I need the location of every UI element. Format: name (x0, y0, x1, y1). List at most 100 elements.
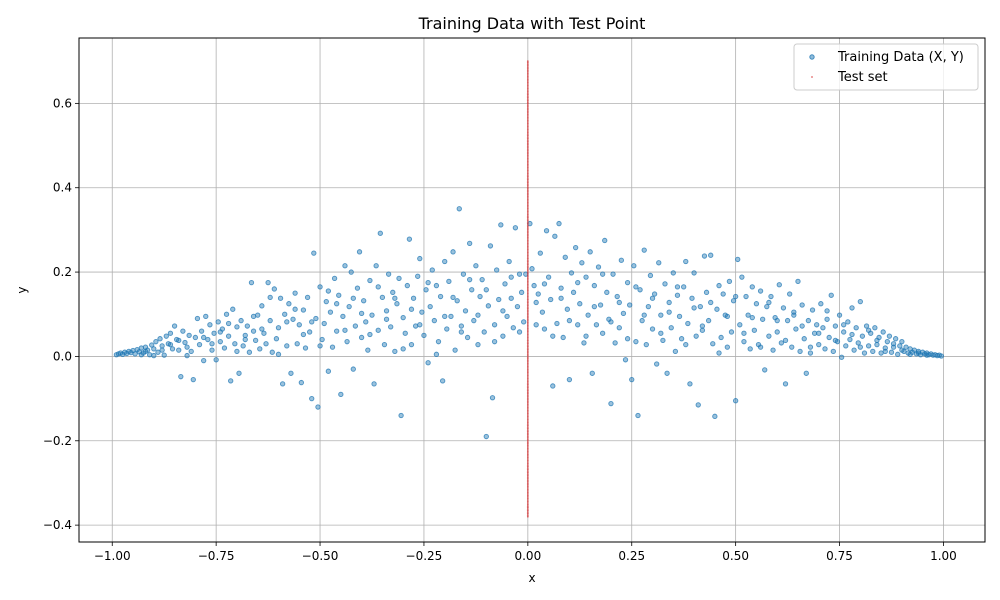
training-point (238, 317, 244, 324)
legend-box (793, 43, 979, 91)
training-point (442, 258, 448, 265)
test-point (526, 269, 529, 272)
test-point (526, 77, 529, 79)
test-point (526, 277, 529, 280)
test-point (526, 326, 529, 328)
training-point (732, 398, 739, 404)
training-point (367, 277, 373, 284)
test-point (526, 196, 529, 199)
y-tick-label: 0.0 (53, 349, 72, 363)
training-point (660, 337, 666, 344)
training-point (683, 341, 689, 348)
training-point (176, 337, 182, 344)
training-point (340, 313, 346, 320)
training-point (325, 368, 332, 374)
training-point (884, 339, 890, 345)
training-point (448, 313, 454, 320)
training-point (225, 333, 232, 339)
training-point (857, 344, 863, 350)
training-point (616, 325, 622, 331)
training-point (315, 404, 321, 410)
training-point (408, 306, 415, 312)
test-point (526, 171, 529, 173)
training-point (685, 320, 691, 327)
training-point (209, 341, 215, 347)
training-point (924, 352, 930, 358)
test-point (526, 110, 529, 113)
training-point (300, 331, 307, 338)
training-point (481, 329, 487, 335)
test-point (526, 245, 529, 248)
test-point (526, 322, 529, 325)
test-point (526, 219, 529, 222)
test-point (526, 250, 529, 252)
test-point (526, 414, 529, 416)
training-point (841, 329, 847, 335)
test-point (526, 330, 529, 333)
legend-label-test: Test set (837, 70, 888, 85)
training-point (807, 350, 814, 356)
training-point (629, 376, 635, 383)
training-point (153, 339, 159, 345)
y-tick-label: −0.4 (43, 518, 72, 532)
test-point (526, 266, 529, 269)
training-point (886, 333, 893, 339)
training-point (504, 313, 510, 320)
training-point (751, 327, 757, 333)
training-point (194, 315, 201, 322)
training-point (271, 286, 277, 292)
test-point (526, 483, 529, 486)
training-data-points (113, 206, 945, 440)
training-point (307, 329, 313, 335)
test-point (526, 119, 529, 122)
training-point (510, 325, 516, 331)
training-point (724, 344, 730, 350)
test-point (526, 439, 529, 442)
test-point (526, 383, 529, 386)
training-point (142, 348, 149, 355)
training-point (849, 331, 855, 338)
training-point (897, 343, 903, 349)
training-point (828, 292, 834, 298)
training-point (726, 278, 733, 284)
training-point (728, 329, 735, 335)
training-point (674, 292, 681, 298)
test-point (526, 69, 529, 72)
training-point (346, 304, 352, 310)
training-point (282, 311, 288, 317)
training-point (708, 252, 714, 258)
test-point (526, 468, 529, 471)
y-axis-ticks: −0.4 −0.2 0.0 0.2 0.4 0.6 (43, 96, 79, 532)
training-point (344, 339, 350, 345)
training-point (566, 317, 573, 324)
test-point (526, 380, 529, 383)
training-point (608, 319, 614, 325)
training-point (198, 328, 205, 334)
training-point (132, 351, 138, 357)
training-point (394, 301, 400, 307)
test-point (526, 459, 529, 462)
training-point (483, 287, 489, 293)
test-point (526, 433, 529, 436)
test-point (526, 130, 529, 132)
training-point (508, 274, 514, 280)
training-point (292, 290, 298, 296)
test-point (526, 169, 529, 172)
chart-title: Training Data with Test Point (418, 14, 646, 33)
training-point (431, 317, 437, 324)
training-point (627, 302, 633, 308)
test-point (526, 455, 529, 457)
training-point (477, 293, 483, 300)
training-point (865, 327, 872, 333)
test-point (526, 165, 529, 167)
test-point (526, 500, 529, 503)
training-point (161, 352, 167, 358)
training-point (699, 323, 706, 329)
test-point (526, 67, 529, 70)
test-point (526, 297, 529, 299)
training-point (415, 273, 421, 279)
training-point (371, 381, 377, 387)
test-point (526, 149, 529, 152)
test-point (526, 212, 529, 214)
